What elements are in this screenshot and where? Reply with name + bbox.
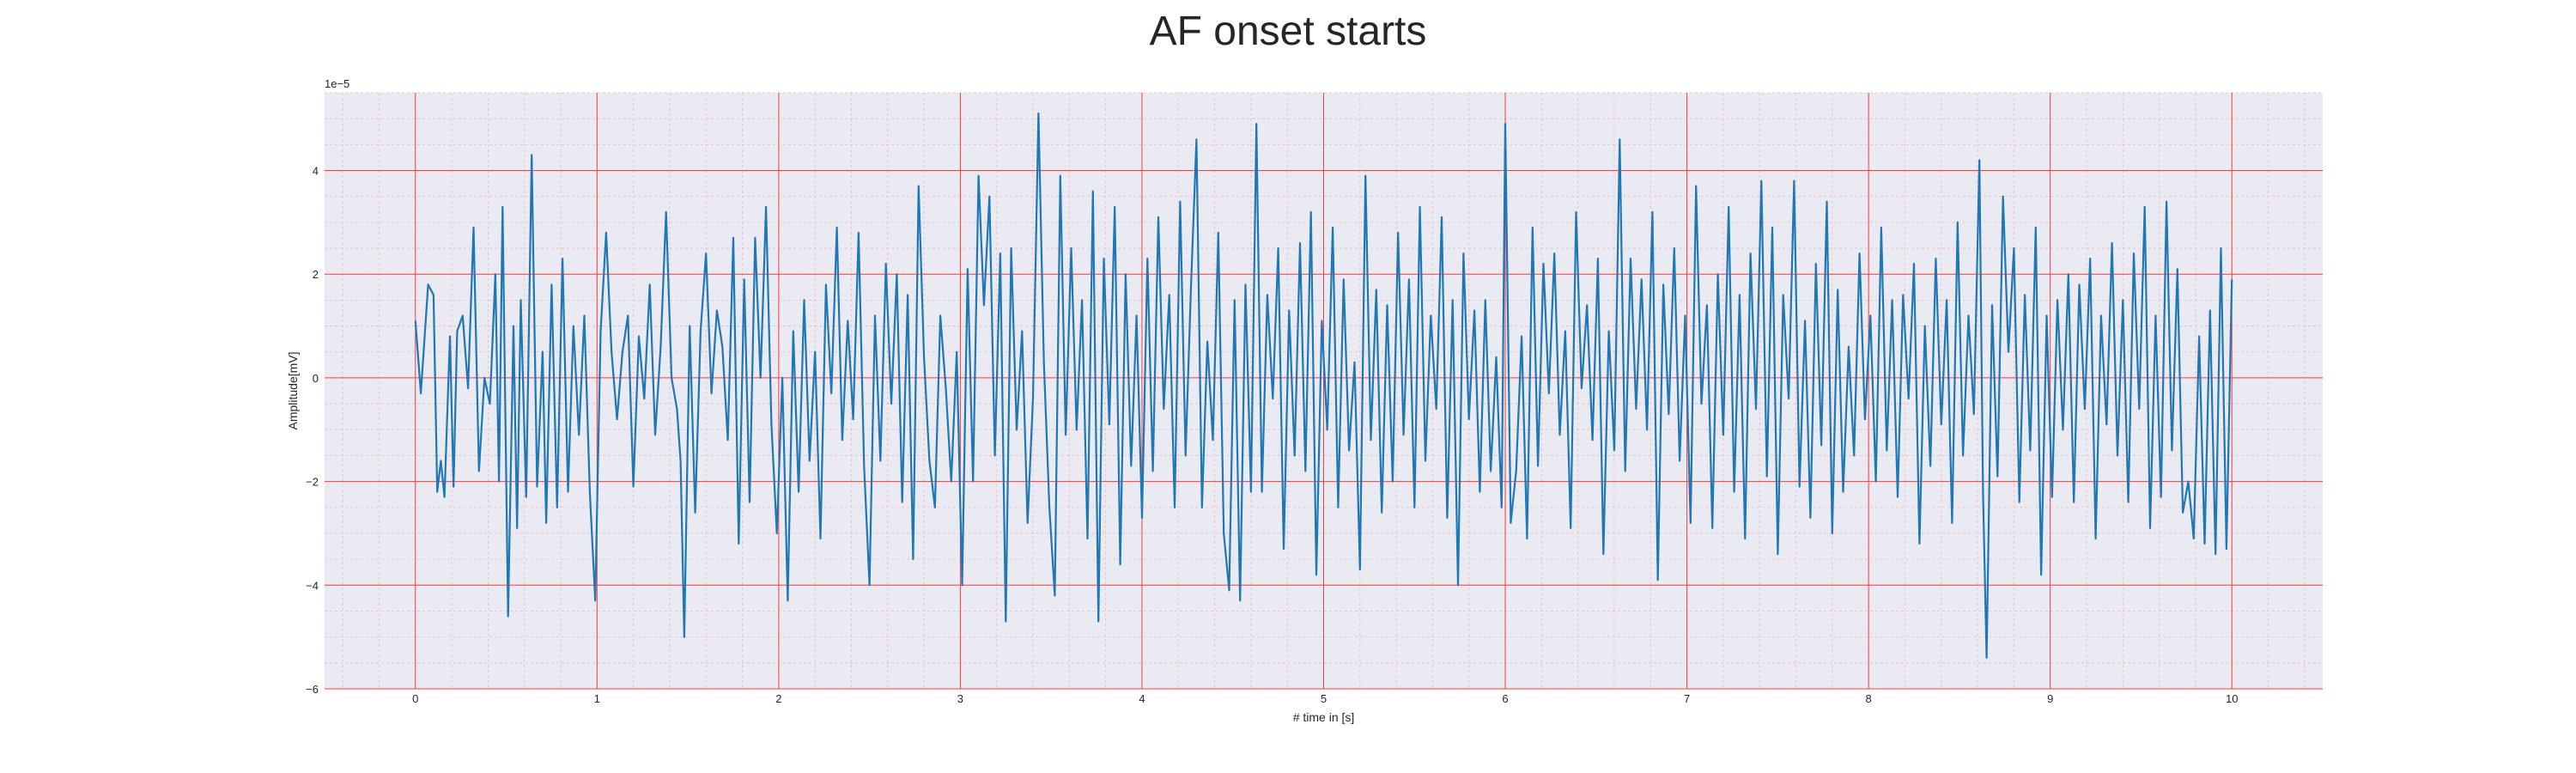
y-tick-label: −2 — [306, 476, 319, 489]
chart-title: AF onset starts — [1150, 9, 1427, 54]
y-tick-label: −4 — [306, 579, 319, 592]
x-axis-ticks: 0 1 2 3 4 5 6 7 8 9 10 — [412, 692, 2238, 705]
x-tick-label: 7 — [1684, 692, 1690, 705]
y-tick-label: −6 — [306, 683, 319, 696]
y-tick-label: 2 — [313, 268, 319, 281]
y-offset-label: 1e−5 — [325, 77, 349, 90]
x-tick-label: 0 — [412, 692, 418, 705]
series-line — [414, 113, 2233, 659]
y-tick-label: 0 — [313, 372, 319, 385]
x-tick-label: 9 — [2047, 692, 2053, 705]
x-tick-label: 5 — [1321, 692, 1327, 705]
x-tick-label: 4 — [1139, 692, 1145, 705]
major-grid — [325, 93, 2323, 690]
x-tick-label: 2 — [775, 692, 781, 705]
y-axis-label: Amplitude[mV] — [286, 351, 300, 429]
x-tick-label: 1 — [594, 692, 600, 705]
x-tick-label: 6 — [1502, 692, 1508, 705]
x-tick-label: 8 — [1866, 692, 1872, 705]
x-tick-label: 10 — [2226, 692, 2238, 705]
y-tick-label: 4 — [313, 165, 319, 178]
y-axis-ticks: −6 −4 −2 0 2 4 — [306, 165, 319, 696]
x-axis-label: # time in [s] — [1293, 710, 1355, 724]
x-tick-label: 3 — [957, 692, 963, 705]
series-layer — [414, 113, 2233, 659]
